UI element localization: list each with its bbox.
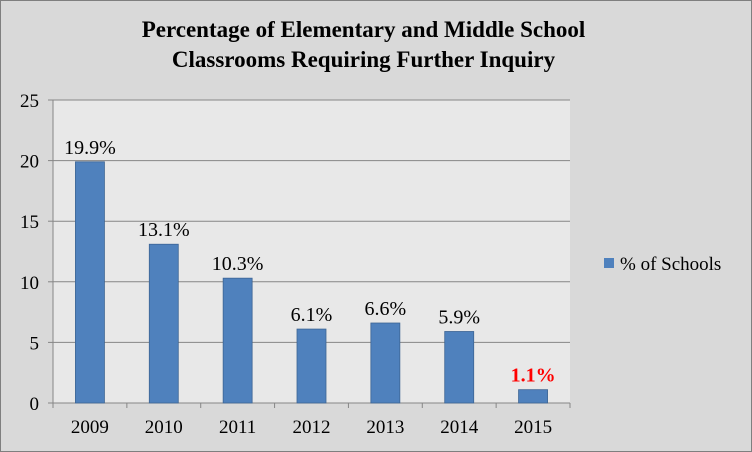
bar-2011 <box>222 277 253 404</box>
x-tick-label: 2013 <box>366 417 404 438</box>
x-tick-label: 2010 <box>145 417 183 438</box>
bar-2015 <box>518 389 548 404</box>
x-tick-label: 2011 <box>219 417 256 438</box>
x-tick-label: 2009 <box>71 417 109 438</box>
bars <box>75 161 548 404</box>
y-tick-label: 25 <box>20 91 39 112</box>
data-label-2013: 6.6% <box>365 298 407 320</box>
chart-title-line-2: Classrooms Requiring Further Inquiry <box>171 47 556 72</box>
y-tick-label: 5 <box>30 333 40 354</box>
bar-2010 <box>148 243 179 404</box>
legend-swatch <box>604 258 614 268</box>
bar-2012 <box>296 328 327 404</box>
data-label-2015: 1.1% <box>511 365 556 387</box>
y-tick-label: 20 <box>20 152 39 173</box>
data-label-2014: 5.9% <box>438 306 480 328</box>
legend: % of Schools <box>604 254 721 275</box>
data-label-2012: 6.1% <box>291 304 333 326</box>
y-tick-label: 15 <box>20 212 39 233</box>
legend-label: % of Schools <box>620 254 721 275</box>
chart-title-line-1: Percentage of Elementary and Middle Scho… <box>141 17 586 42</box>
bar-2014 <box>444 331 475 404</box>
bar-2013 <box>370 322 401 404</box>
labels: 0 5 10 15 20 25 2009 19.9% 2010 13.1% 2011 10.3% 201… <box>20 91 556 438</box>
y-tick-label: 0 <box>30 394 40 415</box>
data-label-2010: 13.1% <box>138 219 190 241</box>
x-tick-label: 2014 <box>440 417 479 438</box>
y-tick-label: 10 <box>20 273 39 294</box>
x-tick-label: 2012 <box>293 417 331 438</box>
data-label-2011: 10.3% <box>212 253 264 275</box>
data-label-2009: 19.9% <box>64 137 116 159</box>
bar-2009 <box>75 161 105 404</box>
x-tick-label: 2015 <box>514 417 552 438</box>
